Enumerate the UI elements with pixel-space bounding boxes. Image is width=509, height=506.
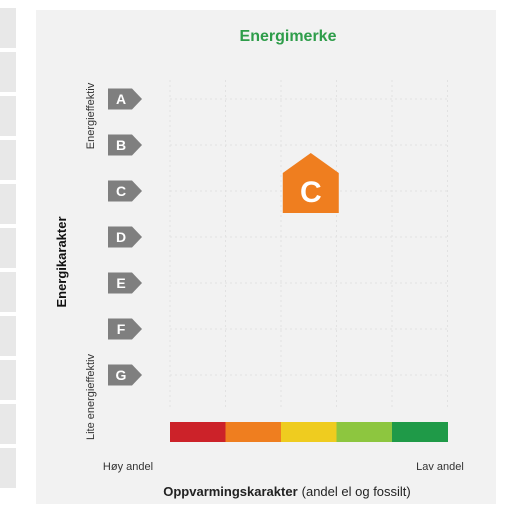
chart-title: Energimerke bbox=[240, 28, 337, 45]
heating-scale-segment bbox=[336, 422, 393, 442]
grade-tag-e bbox=[108, 272, 142, 294]
grade-tag-label: G bbox=[116, 367, 127, 383]
x-left-label: Høy andel bbox=[103, 461, 153, 473]
grade-tag-label: F bbox=[117, 321, 126, 337]
strip-block bbox=[0, 360, 16, 400]
rating-marker: C bbox=[282, 153, 339, 213]
strip-block bbox=[0, 404, 16, 444]
y-bottom-label: Lite energieffektiv bbox=[85, 353, 97, 440]
strip-block bbox=[0, 52, 16, 92]
heating-color-scale bbox=[170, 422, 448, 442]
x-right-label: Lav andel bbox=[416, 461, 464, 473]
rating-marker-label: C bbox=[300, 176, 322, 209]
strip-block bbox=[0, 140, 16, 180]
grade-tag-c bbox=[108, 180, 142, 202]
grade-tag-label: E bbox=[116, 275, 125, 291]
x-axis-label-rest: (andel el og fossilt) bbox=[302, 484, 411, 499]
grade-tag-label: A bbox=[116, 91, 126, 107]
grade-tag-g bbox=[108, 364, 142, 386]
grade-tag-label: D bbox=[116, 229, 126, 245]
grade-tag-d bbox=[108, 226, 142, 248]
y-top-label: Energieffektiv bbox=[85, 82, 97, 149]
strip-block bbox=[0, 8, 16, 48]
strip-block bbox=[0, 184, 16, 224]
x-axis-label: Oppvarmingskarakter (andel el og fossilt) bbox=[163, 484, 411, 499]
strip-block bbox=[0, 316, 16, 356]
left-side-strip bbox=[0, 0, 16, 506]
energy-grade-scale: A B C D E F G bbox=[108, 88, 142, 386]
x-axis-label-bold: Oppvarmingskarakter bbox=[163, 484, 297, 499]
grade-tag-a bbox=[108, 88, 142, 110]
grade-tag-label: B bbox=[116, 137, 126, 153]
grade-tag-label: C bbox=[116, 183, 126, 199]
chart-grid bbox=[169, 80, 448, 410]
strip-block bbox=[0, 96, 16, 136]
heating-scale-segment bbox=[225, 422, 282, 442]
strip-block bbox=[0, 272, 16, 312]
grade-tag-b bbox=[108, 134, 142, 156]
strip-block bbox=[0, 228, 16, 268]
heating-scale-segment bbox=[281, 422, 337, 442]
strip-block bbox=[0, 448, 16, 488]
heating-scale-segment bbox=[392, 422, 448, 442]
grade-tag-f bbox=[108, 318, 142, 340]
rating-marker-shape bbox=[282, 153, 339, 213]
heating-scale-segment bbox=[170, 422, 226, 442]
y-axis-label: Energikarakter bbox=[54, 216, 69, 307]
